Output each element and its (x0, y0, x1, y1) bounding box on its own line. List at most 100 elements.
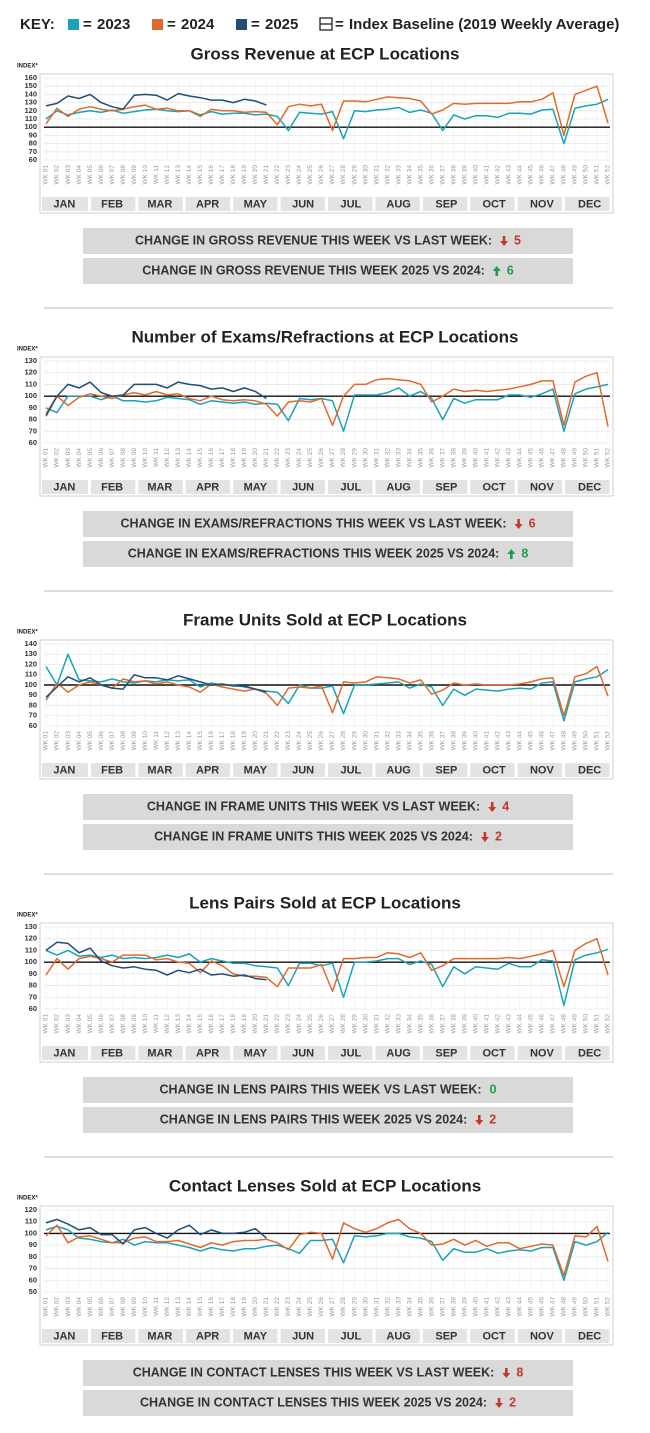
x-tick-label: WK 12 (164, 1014, 171, 1034)
x-tick-label: WK 08 (120, 731, 127, 751)
month-label: FEB (101, 1330, 123, 1342)
x-tick-label: WK 10 (142, 1297, 149, 1317)
y-tick-label: 120 (24, 368, 37, 377)
y-tick-label: 70 (29, 147, 37, 156)
month-gap (135, 197, 139, 211)
x-tick-label: WK 33 (395, 1014, 402, 1034)
month-gap (135, 1046, 139, 1060)
change-value: 8 (516, 1365, 523, 1379)
x-tick-label: WK 09 (131, 448, 138, 468)
x-tick-label: WK 24 (296, 448, 303, 468)
month-label: JUN (292, 1047, 314, 1059)
x-tick-label: WK 42 (495, 731, 502, 751)
y-tick-label: 90 (29, 969, 37, 978)
y-tick-label: 120 (24, 659, 37, 668)
change-value: 6 (529, 516, 536, 530)
x-tick-label: WK 50 (583, 1014, 590, 1034)
y-tick-label: 60 (29, 438, 37, 447)
x-tick-label: WK 29 (351, 731, 358, 751)
x-tick-label: WK 24 (296, 165, 303, 185)
x-tick-label: WK 28 (340, 1014, 347, 1034)
month-gap (325, 197, 328, 211)
x-tick-label: WK 16 (208, 731, 215, 751)
change-box (83, 1360, 573, 1386)
month-gap (230, 1329, 234, 1343)
x-tick-label: WK 03 (65, 1297, 72, 1317)
x-tick-label: WK 36 (428, 165, 435, 185)
change-box (83, 1390, 573, 1416)
x-tick-label: WK 47 (550, 448, 557, 468)
x-tick-label: WK 32 (384, 1014, 391, 1034)
month-label: AUG (386, 1047, 410, 1059)
month-gap (467, 1329, 471, 1343)
x-tick-label: WK 06 (98, 1297, 105, 1317)
x-tick-label: WK 34 (406, 1297, 413, 1317)
x-tick-label: WK 43 (506, 1014, 513, 1034)
x-tick-label: WK 35 (417, 1297, 424, 1317)
y-tick-label: 100 (24, 122, 37, 131)
x-tick-label: WK 04 (76, 1014, 83, 1034)
month-gap (562, 1046, 566, 1060)
key-swatch (236, 19, 247, 30)
x-tick-label: WK 19 (241, 165, 248, 185)
x-tick-label: WK 20 (252, 1297, 259, 1317)
month-label: MAY (244, 1047, 268, 1059)
key-separator: = (83, 16, 92, 33)
x-tick-label: WK 21 (263, 165, 270, 185)
x-tick-label: WK 39 (461, 731, 468, 751)
change-arrow (502, 1368, 511, 1378)
month-label: AUG (386, 764, 410, 776)
x-tick-label: WK 36 (428, 448, 435, 468)
x-tick-label: WK 20 (252, 1014, 259, 1034)
x-tick-label: WK 17 (219, 731, 226, 751)
x-tick-label: WK 32 (384, 448, 391, 468)
x-tick-label: WK 28 (340, 448, 347, 468)
month-label: SEP (435, 1330, 457, 1342)
change-arrow (507, 549, 516, 559)
x-tick-label: WK 18 (230, 448, 237, 468)
month-gap (419, 197, 423, 211)
change-arrow (492, 266, 501, 276)
chart-title: Number of Exams/Refractions at ECP Locat… (131, 327, 518, 346)
x-tick-label: WK 04 (76, 448, 83, 468)
x-tick-label: WK 23 (285, 165, 292, 185)
y-axis-label: INDEX* (17, 630, 38, 636)
month-label: JAN (53, 1330, 75, 1342)
chart-frame (39, 73, 614, 214)
x-tick-label: WK 23 (285, 448, 292, 468)
x-tick-label: WK 37 (439, 165, 446, 185)
x-tick-label: WK 25 (307, 731, 314, 751)
month-gap (514, 1329, 518, 1343)
x-tick-label: WK 03 (65, 448, 72, 468)
x-tick-label: WK 21 (263, 1014, 270, 1034)
month-label: JUN (292, 198, 314, 210)
month-label: NOV (530, 1047, 555, 1059)
x-tick-label: WK 12 (164, 731, 171, 751)
x-tick-label: WK 01 (43, 1297, 50, 1317)
x-tick-label: WK 30 (362, 448, 369, 468)
month-gap (419, 763, 423, 777)
x-tick-label: WK 01 (43, 731, 50, 751)
x-tick-label: WK 07 (109, 1014, 116, 1034)
y-tick-label: 60 (29, 1275, 37, 1284)
change-text: CHANGE IN EXAMS/REFRACTIONS THIS WEEK 20… (128, 546, 500, 560)
month-label: OCT (483, 198, 507, 210)
y-axis-label: INDEX* (17, 1196, 38, 1202)
month-gap (325, 763, 328, 777)
x-tick-label: WK 07 (109, 1297, 116, 1317)
x-tick-label: WK 50 (583, 731, 590, 751)
month-gap (325, 480, 328, 494)
x-tick-label: WK 26 (318, 731, 325, 751)
x-tick-label: WK 49 (572, 731, 579, 751)
x-tick-label: WK 39 (461, 165, 468, 185)
x-tick-label: WK 13 (175, 448, 182, 468)
y-tick-label: 130 (24, 356, 37, 365)
x-tick-label: WK 43 (506, 448, 513, 468)
x-tick-label: WK 48 (561, 1297, 568, 1317)
change-text: CHANGE IN CONTACT LENSES THIS WEEK 2025 … (140, 1395, 487, 1409)
x-tick-label: WK 06 (98, 731, 105, 751)
x-tick-label: WK 11 (153, 1297, 160, 1316)
change-value: 6 (507, 263, 514, 277)
x-tick-label: WK 06 (98, 1014, 105, 1034)
